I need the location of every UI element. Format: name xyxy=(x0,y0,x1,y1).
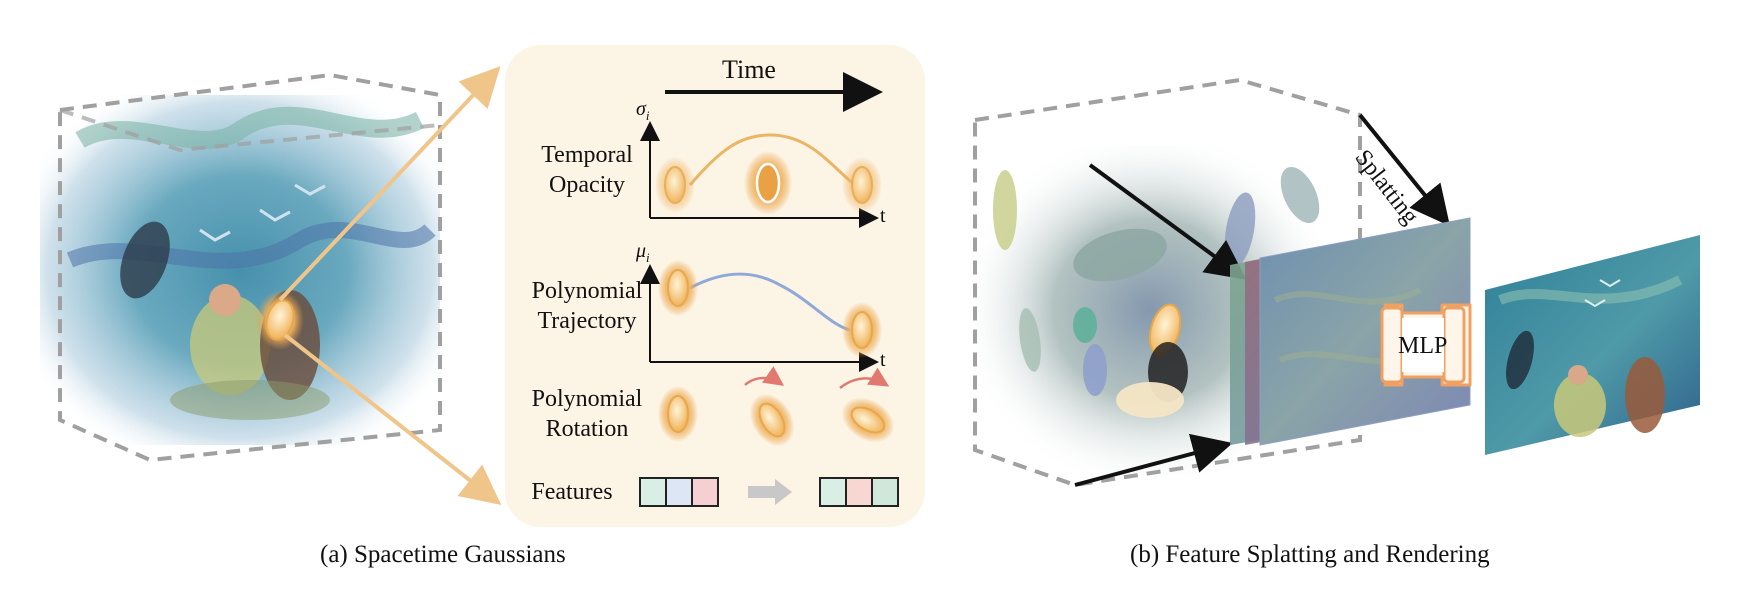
mlp-label: MLP xyxy=(1398,333,1448,359)
opacity-t-label: t xyxy=(880,205,886,227)
splat-ray-top xyxy=(1088,163,1247,280)
trajectory-axis-symbol: μ xyxy=(636,240,647,262)
feature-vector-before xyxy=(639,477,719,507)
temporal-opacity-plot xyxy=(640,121,882,228)
selected-gaussian xyxy=(256,290,304,350)
time-label: Time xyxy=(722,55,776,84)
trajectory-t-label: t xyxy=(880,349,886,371)
mlp-block xyxy=(1380,303,1472,387)
caption-a: (a) Spacetime Gaussians xyxy=(320,541,566,568)
splatting-arrow xyxy=(1358,113,1451,227)
scene-cube-a xyxy=(40,72,442,463)
caption-b: (b) Feature Splatting and Rendering xyxy=(1130,541,1490,568)
trajectory-axis-subscript: i xyxy=(646,250,650,265)
rendered-image xyxy=(1485,235,1700,455)
feature-maps-stack xyxy=(1230,217,1471,446)
gaussian-attributes-panel xyxy=(505,45,925,527)
splat-ray-bottom xyxy=(1074,433,1233,487)
row-label-polynomial-rotation: Polynomial Rotation xyxy=(531,386,643,442)
opacity-axis-label: σi xyxy=(636,98,650,124)
trajectory-axis-label: μi xyxy=(636,240,650,266)
row-label-polynomial-trajectory: Polynomial Trajectory xyxy=(531,278,643,334)
feature-transition-arrow xyxy=(748,479,792,505)
zoom-line-top xyxy=(278,66,501,302)
opacity-axis-symbol: σ xyxy=(636,98,646,120)
zoom-line-bottom xyxy=(283,333,502,505)
feature-vector-after xyxy=(819,477,899,507)
opacity-axis-subscript: i xyxy=(645,108,650,123)
row-label-temporal-opacity: Temporal Opacity xyxy=(541,142,633,198)
polynomial-trajectory-plot xyxy=(640,260,882,372)
polynomial-rotation-row xyxy=(658,366,895,447)
row-label-features: Features xyxy=(531,479,613,505)
